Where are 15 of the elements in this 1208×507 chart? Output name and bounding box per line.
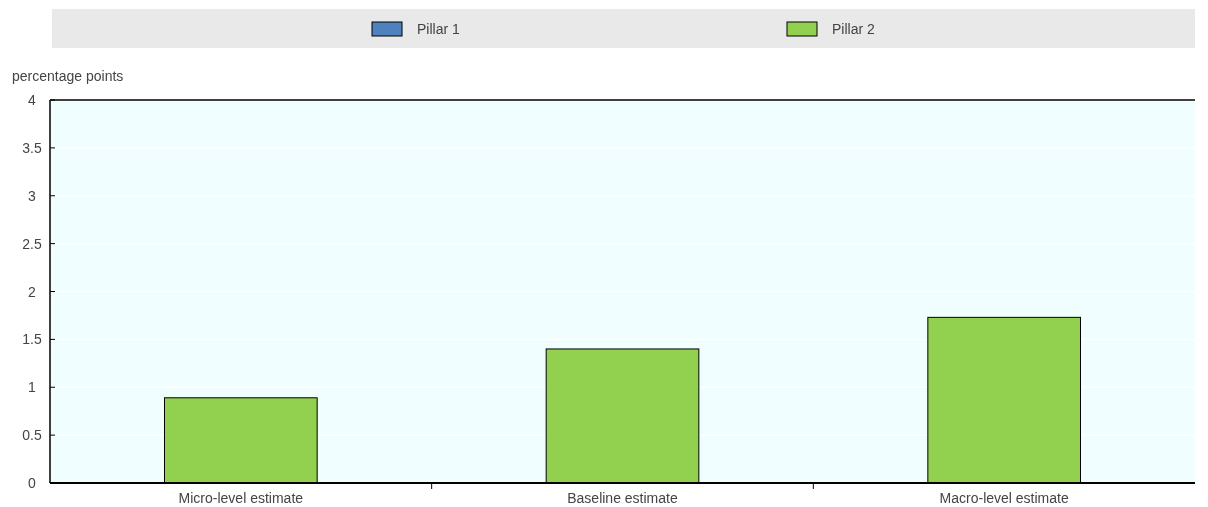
y-tick-label: 2 (28, 283, 37, 300)
legend-label: Pillar 1 (417, 21, 461, 37)
legend-label: Pillar 2 (832, 21, 876, 37)
x-tick-label: Macro-level estimate (939, 490, 1069, 506)
x-tick-label: Baseline estimate (567, 490, 678, 506)
y-tick-label: 1 (28, 379, 37, 396)
y-tick-label: 4 (28, 92, 37, 108)
y-axis-title: percentage points (12, 68, 124, 84)
y-tick-label: 2.5 (22, 235, 42, 252)
y-tick-label: 1.5 (22, 331, 42, 348)
y-tick-label: 0.5 (22, 427, 42, 444)
y-tick-label: 3 (28, 187, 37, 204)
y-tick-label: 3.5 (22, 139, 42, 156)
x-tick-label: Micro-level estimate (178, 490, 304, 506)
y-tick-label: 0 (28, 475, 37, 491)
